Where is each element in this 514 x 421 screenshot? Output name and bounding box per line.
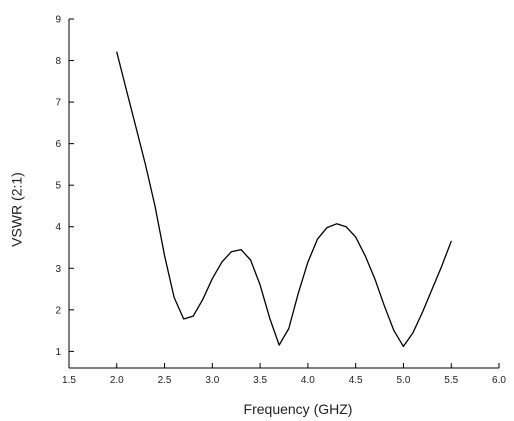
y-tick-label: 8 — [55, 56, 61, 67]
y-tick-label: 9 — [55, 15, 61, 26]
y-tick-label: 4 — [55, 222, 61, 233]
y-tick-label: 2 — [55, 305, 61, 316]
x-tick-label: 2.0 — [110, 375, 124, 386]
y-axis-title: VSWR (2:1) — [9, 172, 25, 247]
axes — [68, 19, 499, 369]
y-ticks: 1 2 3 4 5 6 7 8 9 — [55, 15, 74, 358]
y-tick-label: 1 — [55, 347, 61, 358]
y-tick-label: 7 — [55, 98, 61, 109]
y-tick-label: 3 — [55, 264, 61, 275]
x-tick-label: 5.5 — [444, 375, 458, 386]
x-tick-label: 1.5 — [62, 375, 76, 386]
y-tick-label: 6 — [55, 139, 61, 150]
vswr-series-line — [116, 51, 452, 348]
x-ticks: 1.5 2.0 2.5 3.0 3.5 4.0 4.5 5.0 5.5 6.0 — [62, 363, 506, 386]
x-tick-label: 6.0 — [492, 375, 506, 386]
x-tick-label: 3.0 — [205, 375, 219, 386]
x-axis-title: Frequency (GHZ) — [244, 401, 353, 417]
x-tick-label: 4.0 — [301, 375, 315, 386]
y-tick-label: 5 — [55, 181, 61, 192]
x-tick-label: 4.5 — [349, 375, 363, 386]
x-tick-label: 2.5 — [158, 375, 172, 386]
x-tick-label: 5.0 — [396, 375, 410, 386]
series-layer — [116, 51, 452, 348]
x-tick-label: 3.5 — [253, 375, 267, 386]
